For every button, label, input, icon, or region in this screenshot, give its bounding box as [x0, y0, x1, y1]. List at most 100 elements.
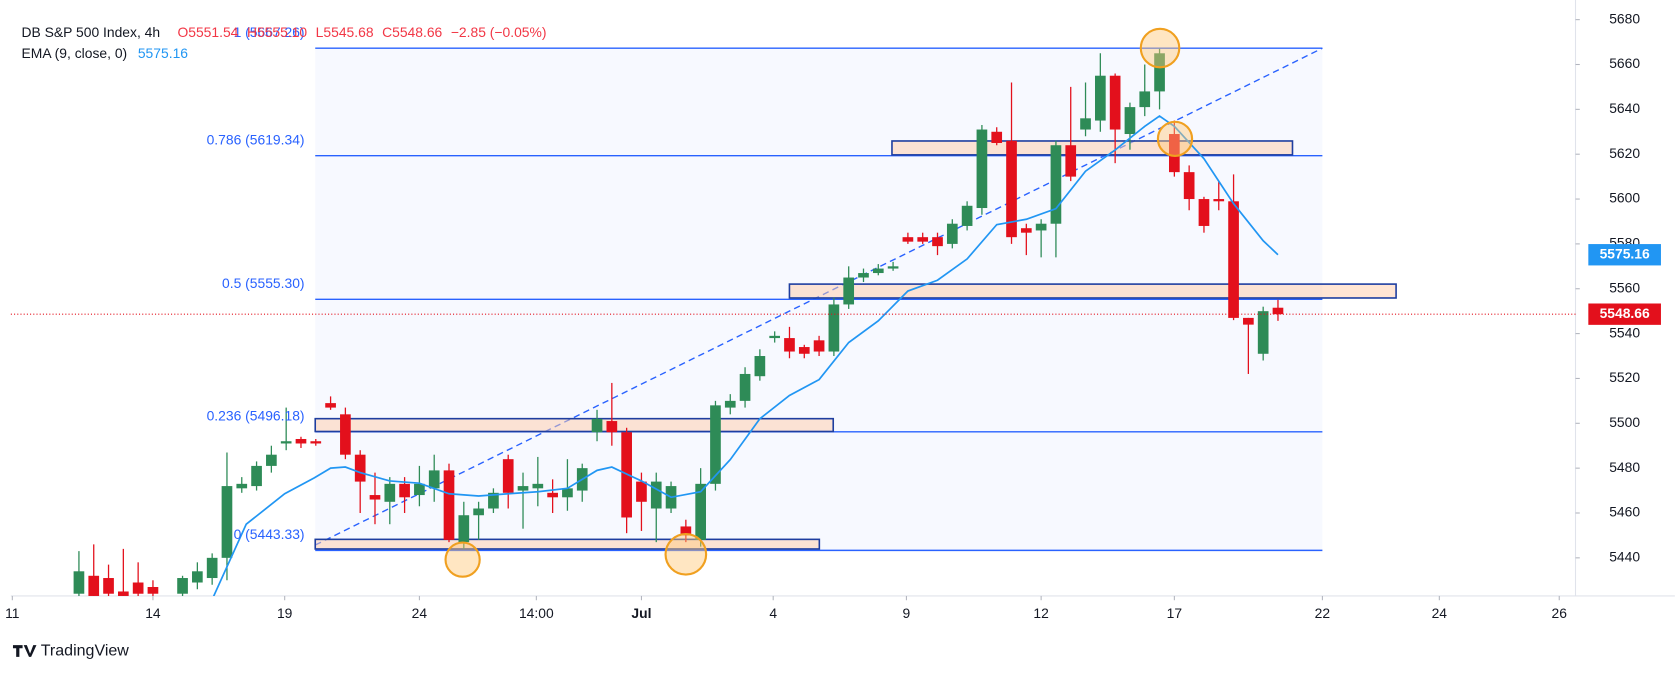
highlight-circle — [1156, 120, 1194, 158]
candle-body — [369, 495, 381, 500]
logo-icon — [12, 645, 37, 657]
ema-legend-value: 5575.16 — [138, 45, 188, 61]
x-tick-label: 26 — [1552, 605, 1568, 621]
candle-body — [1050, 145, 1062, 224]
ohlc-value: −2.85 (−0.05%) — [451, 24, 547, 40]
candle-body — [192, 571, 203, 583]
candle-body — [872, 268, 884, 274]
candle-body — [177, 578, 188, 594]
candle-body — [1109, 75, 1121, 130]
candle-body — [236, 483, 248, 489]
support-resistance-zone — [891, 140, 1294, 156]
support-resistance-zone — [314, 538, 821, 550]
highlight-circle — [664, 532, 708, 576]
ema-price-tag — [1588, 244, 1661, 266]
x-tick-label: 22 — [1315, 605, 1331, 621]
y-tick-label: 5440 — [1609, 549, 1640, 565]
overlay: 5440546054805500552055405560558056005620… — [5, 10, 1661, 621]
candle-body — [1094, 75, 1106, 121]
fib-label: 0.5 (5555.30) — [222, 275, 305, 291]
brand-logo: TradingView — [12, 642, 130, 660]
candle-body — [325, 403, 336, 408]
candle-body — [458, 515, 470, 543]
candle-body — [650, 481, 662, 509]
plot-area — [73, 47, 1397, 596]
fib-label: 0 (5443.33) — [234, 526, 305, 542]
y-tick-label: 5500 — [1609, 414, 1640, 430]
y-tick-label: 5680 — [1609, 10, 1640, 26]
candle-body — [73, 571, 85, 594]
candle-body — [147, 586, 159, 594]
candle-body — [502, 459, 514, 493]
fib-label: 0.236 (5496.18) — [207, 408, 305, 424]
candle-body — [591, 418, 603, 433]
candle-body — [266, 454, 277, 466]
candle-body — [103, 578, 114, 594]
candle-body — [680, 526, 692, 536]
candle-body — [828, 304, 840, 352]
x-tick-label: 14 — [145, 605, 161, 621]
candle-body — [710, 405, 721, 484]
candle-body — [976, 129, 988, 209]
ema-line — [212, 115, 1279, 596]
ohlc-value: L5545.68 — [316, 24, 374, 40]
brand-name: TradingView — [41, 642, 130, 660]
ohlc-value: O5551.54 — [177, 24, 238, 40]
candle-body — [813, 340, 825, 352]
y-tick-label: 5620 — [1609, 145, 1640, 161]
x-tick-label: 19 — [277, 605, 293, 621]
candle-body — [932, 237, 943, 247]
y-tick-label: 5480 — [1609, 459, 1640, 475]
candle-body — [946, 223, 958, 244]
ohlc-value: H5555.10 — [247, 24, 307, 40]
x-tick-label: 17 — [1167, 605, 1183, 621]
candle-body — [88, 575, 100, 596]
candle-body — [917, 237, 929, 242]
x-tick-label: 9 — [903, 605, 911, 621]
candle-body — [695, 483, 706, 540]
y-tick-label: 5460 — [1609, 504, 1640, 520]
candle-body — [562, 488, 573, 498]
chart-title: DB S&P 500 Index, 4h — [22, 24, 161, 40]
support-resistance-zone — [314, 417, 835, 433]
x-tick-label: 24 — [1432, 605, 1448, 621]
last-price-tag — [1588, 303, 1661, 325]
candle-body — [887, 266, 899, 269]
candle-body — [428, 470, 440, 489]
x-tick-label: 14:00 — [519, 605, 554, 621]
ohlc-value: C5548.66 — [382, 24, 442, 40]
candle-body — [280, 441, 292, 444]
candle-body — [1169, 134, 1180, 173]
x-tick-label: 11 — [5, 605, 20, 621]
candle-body — [858, 273, 869, 278]
candle-body — [1124, 107, 1136, 135]
candle-body — [961, 205, 973, 226]
candle-body — [754, 356, 766, 377]
candle-body — [221, 486, 233, 558]
candle-body — [1154, 53, 1165, 92]
candle-body — [132, 582, 144, 594]
candle-body — [1213, 199, 1225, 202]
candle-body — [1035, 223, 1047, 231]
x-tick-label: Jul — [631, 605, 651, 621]
x-tick-label: 12 — [1033, 605, 1049, 621]
candle-body — [1198, 199, 1210, 226]
highlight-circle — [444, 541, 481, 578]
candle-body — [724, 400, 736, 408]
candle-body — [1243, 317, 1254, 325]
y-tick-label: 5540 — [1609, 324, 1640, 340]
fib-label: 1 (5667.26) — [234, 24, 305, 40]
candle-body — [295, 438, 307, 444]
y-tick-label: 5520 — [1609, 369, 1640, 385]
ema-price-label: 5575.16 — [1600, 245, 1650, 261]
candle-body — [206, 557, 218, 579]
candle-body — [118, 591, 129, 596]
candle-body — [414, 483, 425, 496]
candle-body — [1006, 140, 1017, 238]
candle-body — [1257, 311, 1269, 354]
candle-body — [251, 465, 262, 487]
candle-body — [769, 335, 781, 339]
x-tick-label: 4 — [769, 605, 777, 621]
candle-body — [547, 492, 558, 498]
